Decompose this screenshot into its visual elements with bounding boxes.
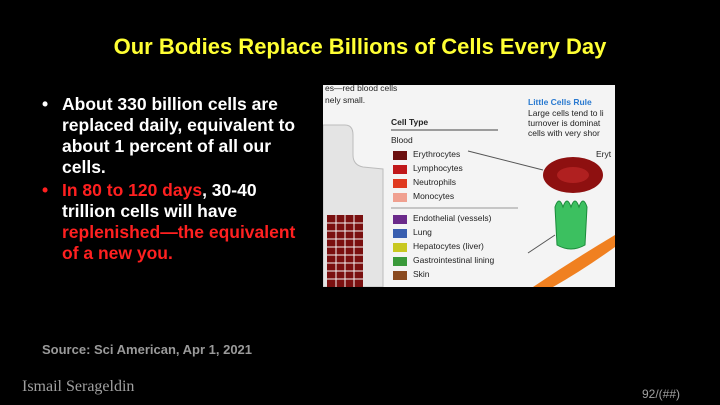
legend-label: Skin bbox=[413, 269, 430, 279]
swatch bbox=[393, 215, 407, 224]
legend-label: Neutrophils bbox=[413, 177, 456, 187]
pointer bbox=[467, 150, 544, 171]
bullet: About 330 billion cells are replaced dai… bbox=[40, 94, 310, 178]
legend-label: Erythrocytes bbox=[413, 149, 460, 159]
bullet: In 80 to 120 days, 30-40 trillion cells … bbox=[40, 180, 310, 264]
bullet-text: About 330 billion cells are replaced dai… bbox=[62, 94, 296, 177]
figure: es—red blood cells nely small. Cell Type… bbox=[323, 85, 615, 287]
page-number: 92/(##) bbox=[641, 387, 680, 401]
caption-text: es—red blood cells bbox=[325, 85, 397, 93]
swatch bbox=[393, 271, 407, 280]
legend-label: Monocytes bbox=[413, 191, 454, 201]
source: Source: Sci American, Apr 1, 2021 bbox=[42, 342, 253, 357]
bullet-list: About 330 billion cells are replaced dai… bbox=[40, 94, 310, 266]
bar-grid-lines bbox=[327, 215, 363, 287]
sidebar-text: turnover is dominat bbox=[528, 118, 601, 128]
legend-items: Erythrocytes Lymphocytes Neutrophils Mon… bbox=[391, 149, 518, 280]
caption-text: nely small. bbox=[325, 95, 365, 105]
author: Ismail Serageldin bbox=[22, 378, 135, 395]
swatch bbox=[393, 165, 407, 174]
epithelial-cell bbox=[554, 200, 588, 250]
legend-label: Hepatocytes (liver) bbox=[413, 241, 484, 251]
slide-title: Our Bodies Replace Billions of Cells Eve… bbox=[113, 34, 607, 59]
swatch bbox=[393, 193, 407, 202]
bullet-text: replenished—the equivalent of a new you. bbox=[62, 222, 296, 263]
side-label: Eryt bbox=[596, 149, 612, 159]
legend-label: Endothelial (vessels) bbox=[413, 213, 492, 223]
bar-grid bbox=[327, 215, 363, 287]
legend-label: Lymphocytes bbox=[413, 163, 463, 173]
swatch bbox=[393, 179, 407, 188]
swatch bbox=[393, 257, 407, 266]
sidebar-text: Large cells tend to li bbox=[528, 108, 604, 118]
pointer bbox=[527, 234, 556, 254]
figure-heading: Cell Type bbox=[391, 117, 428, 127]
swatch bbox=[393, 151, 407, 160]
sidebar-title: Little Cells Rule bbox=[528, 97, 592, 107]
bullet-text: , 30-40 trillion cells will have bbox=[62, 180, 257, 221]
bullet-text: In 80 to 120 days bbox=[62, 180, 203, 200]
legend-label: Lung bbox=[413, 227, 432, 237]
muscle-cell bbox=[533, 235, 615, 287]
figure-graphic: es—red blood cells nely small. Cell Type… bbox=[323, 85, 615, 287]
sidebar-text: cells with very shor bbox=[528, 128, 600, 138]
swatch bbox=[393, 229, 407, 238]
group-label: Blood bbox=[391, 135, 413, 145]
swatch bbox=[393, 243, 407, 252]
red-blood-cell-center bbox=[557, 167, 589, 183]
legend-label: Gastrointestinal lining bbox=[413, 255, 495, 265]
